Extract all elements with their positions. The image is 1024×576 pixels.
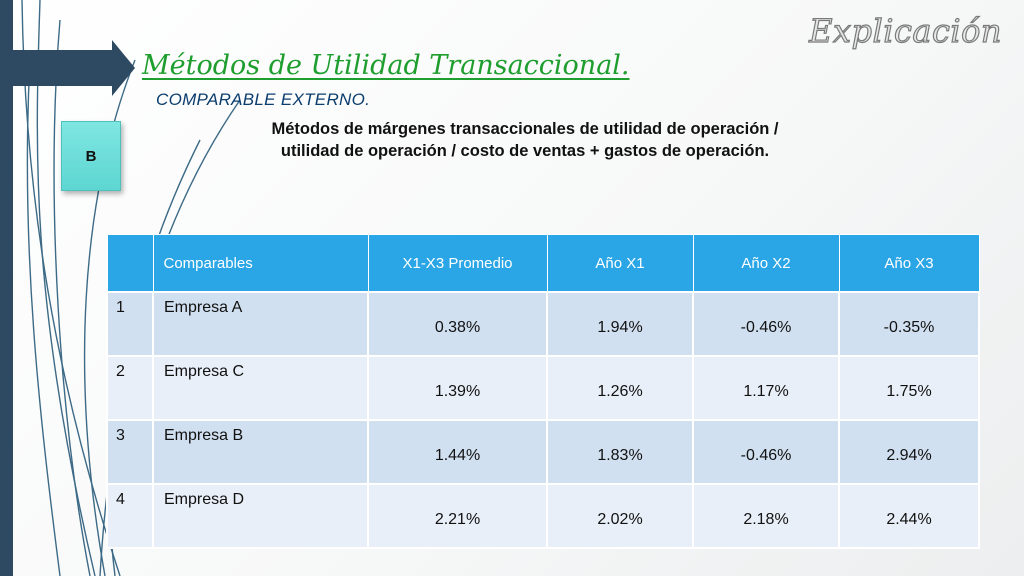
row-index: 3 bbox=[106, 419, 154, 485]
promedio-value: 1.39% bbox=[367, 355, 548, 421]
left-accent-bar bbox=[0, 0, 13, 576]
company-name: Empresa B bbox=[152, 419, 369, 485]
company-name: Empresa D bbox=[152, 483, 369, 549]
ano-x2-value: 1.17% bbox=[692, 355, 840, 421]
page-subtitle: COMPARABLE EXTERNO. bbox=[156, 90, 371, 109]
table-row: 2 Empresa C 1.39% 1.26% 1.17% 1.75% bbox=[106, 355, 980, 421]
row-index: 4 bbox=[106, 483, 154, 549]
ano-x3-value: 1.75% bbox=[838, 355, 980, 421]
arrow-icon bbox=[13, 40, 135, 96]
page-title: Métodos de Utilidad Transaccional. bbox=[142, 50, 630, 81]
promedio-value: 2.21% bbox=[367, 483, 548, 549]
section-label: B bbox=[85, 147, 97, 165]
ano-x2-value: 2.18% bbox=[692, 483, 840, 549]
table-row: 1 Empresa A 0.38% 1.94% -0.46% -0.35% bbox=[106, 291, 980, 357]
table-row: 3 Empresa B 1.44% 1.83% -0.46% 2.94% bbox=[106, 419, 980, 485]
ano-x3-value: -0.35% bbox=[838, 291, 980, 357]
ano-x2-value: -0.46% bbox=[692, 291, 840, 357]
brand-title: Explicación bbox=[809, 11, 1003, 50]
method-description: Métodos de márgenes transaccionales de u… bbox=[271, 120, 779, 160]
comparables-table: Comparables X1-X3 Promedio Año X1 Año X2… bbox=[106, 234, 980, 549]
header-promedio: X1-X3 Promedio bbox=[367, 234, 548, 293]
company-name: Empresa C bbox=[152, 355, 369, 421]
section-label-box: B bbox=[61, 121, 121, 191]
ano-x1-value: 1.94% bbox=[546, 291, 694, 357]
promedio-value: 1.44% bbox=[367, 419, 548, 485]
table-header-row: Comparables X1-X3 Promedio Año X1 Año X2… bbox=[106, 234, 980, 293]
header-index bbox=[106, 234, 154, 293]
header-comparables: Comparables bbox=[152, 234, 369, 293]
ano-x3-value: 2.44% bbox=[838, 483, 980, 549]
header-ano-x1: Año X1 bbox=[546, 234, 694, 293]
ano-x2-value: -0.46% bbox=[692, 419, 840, 485]
header-ano-x3: Año X3 bbox=[838, 234, 980, 293]
row-index: 1 bbox=[106, 291, 154, 357]
company-name: Empresa A bbox=[152, 291, 369, 357]
promedio-value: 0.38% bbox=[367, 291, 548, 357]
ano-x1-value: 1.26% bbox=[546, 355, 694, 421]
ano-x1-value: 2.02% bbox=[546, 483, 694, 549]
row-index: 2 bbox=[106, 355, 154, 421]
ano-x1-value: 1.83% bbox=[546, 419, 694, 485]
table-row: 4 Empresa D 2.21% 2.02% 2.18% 2.44% bbox=[106, 483, 980, 549]
ano-x3-value: 2.94% bbox=[838, 419, 980, 485]
header-ano-x2: Año X2 bbox=[692, 234, 840, 293]
